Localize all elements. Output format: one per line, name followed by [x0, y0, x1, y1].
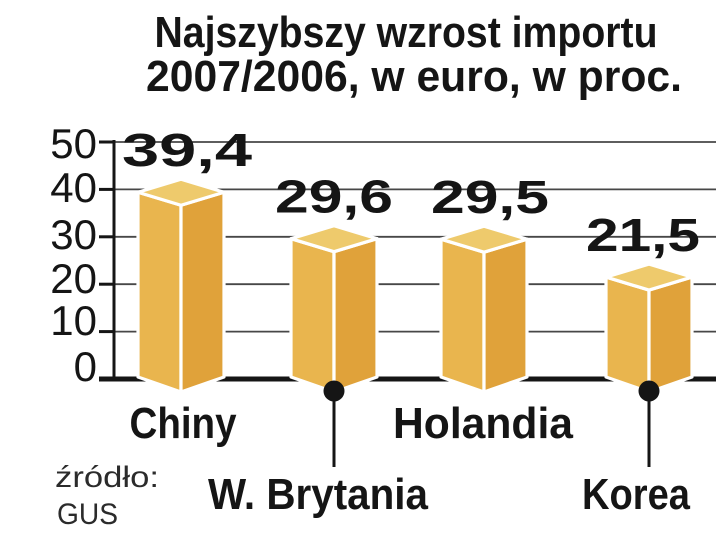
y-tick-label-10: 10 [50, 297, 97, 344]
source-label: źródło: [55, 461, 159, 494]
category-label-holandia: Holandia [393, 399, 574, 448]
value-label-w-brytania: 29,6 [275, 171, 393, 223]
y-tick-label-30: 30 [50, 211, 97, 258]
value-label-holandia: 29,5 [431, 171, 549, 223]
value-label-chiny: 39,4 [122, 124, 253, 176]
category-label-chiny: Chiny [130, 399, 237, 448]
bar-holandia-top-face [439, 224, 529, 254]
source-name: GUS [57, 498, 118, 531]
y-tick-label-50: 50 [50, 120, 97, 167]
bar-korea-right-face [647, 275, 694, 394]
y-tick-label-40: 40 [50, 164, 97, 211]
bar-w-brytania-leader-dot [323, 380, 345, 402]
bar-korea-left-face [604, 275, 651, 394]
bar-holandia-left-face [439, 237, 486, 394]
bar-w-brytania-right-face [332, 237, 379, 394]
bar-korea-leader-dot [638, 380, 660, 402]
chart-title-line1: Najszybszy wzrost importu [155, 8, 658, 57]
bar-chiny-top-face [136, 177, 226, 207]
bar-w-brytania-top-face [289, 224, 379, 254]
y-tick-label-20: 20 [50, 255, 97, 302]
bar-korea-top-face [604, 262, 694, 292]
category-label-w-brytania: W. Brytania [208, 470, 428, 519]
category-label-korea: Korea [582, 470, 690, 519]
bar-chiny-right-face [179, 190, 226, 394]
value-label-korea: 21,5 [586, 209, 700, 261]
chart-title-line2: 2007/2006, w euro, w proc. [146, 52, 682, 101]
y-tick-label-0: 0 [74, 343, 97, 390]
bar-w-brytania-left-face [289, 237, 336, 394]
bar-chiny-left-face [136, 190, 183, 394]
bar-holandia-right-face [482, 237, 529, 394]
